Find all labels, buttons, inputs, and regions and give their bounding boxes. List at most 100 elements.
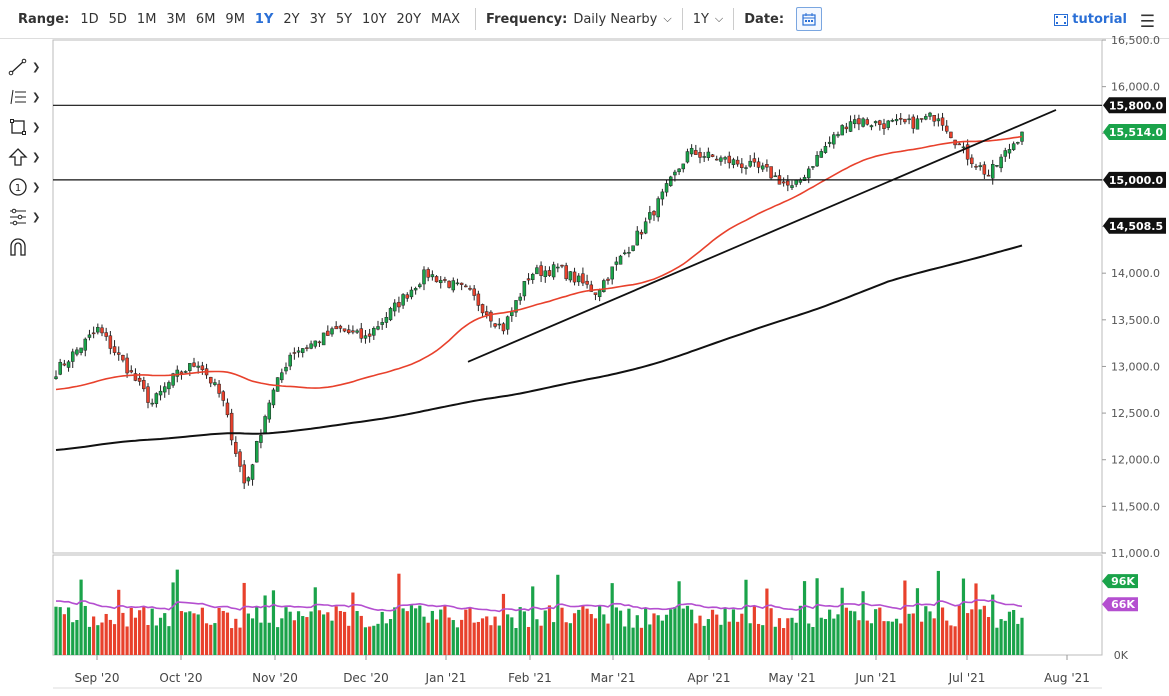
candle-body — [639, 231, 644, 235]
counter-tool[interactable]: 1 ❯ — [8, 172, 48, 202]
frequency-dropdown[interactable]: Daily Nearby ⌵ — [573, 12, 671, 27]
volume-bar — [802, 581, 807, 655]
pattern-tool[interactable]: ❯ — [8, 202, 48, 232]
fib-tool[interactable]: ❯ — [8, 82, 48, 112]
candle-body — [802, 177, 807, 181]
candle-body — [727, 155, 732, 164]
candle-body — [840, 125, 844, 136]
candle-body — [907, 118, 911, 121]
volume-bar — [514, 628, 518, 655]
volume-bar — [460, 619, 464, 655]
volume-bar — [100, 622, 104, 655]
period-dropdown[interactable]: 1Y ⌵ — [693, 12, 724, 27]
drawing-tools: ❯ ❯ ❯ ❯ 1 ❯ ❯ — [8, 52, 48, 262]
divider — [733, 8, 735, 30]
volume-bar — [217, 607, 221, 655]
volume-bar — [606, 623, 610, 655]
expand-arrow-icon: ❯ — [32, 151, 41, 163]
candle-body — [702, 156, 706, 158]
volume-bar — [974, 583, 978, 655]
range-2y-button[interactable]: 2Y — [283, 11, 300, 27]
candle-body — [685, 151, 690, 163]
volume-bar — [58, 607, 62, 655]
candle-body — [681, 163, 686, 170]
volume-bar — [455, 627, 460, 655]
candle-body — [359, 328, 364, 339]
volume-bar — [1012, 609, 1016, 655]
volume-bar — [426, 622, 430, 655]
volume-bar — [75, 619, 79, 655]
candle-body — [982, 164, 987, 175]
range-10y-button[interactable]: 10Y — [362, 11, 387, 27]
candle-body — [451, 280, 456, 291]
candle-body — [317, 341, 322, 344]
range-1m-button[interactable]: 1M — [136, 11, 157, 27]
volume-bar — [635, 615, 639, 655]
candle-body — [121, 354, 125, 361]
frequency-value: Daily Nearby — [573, 11, 658, 27]
candle-body — [418, 284, 422, 288]
volume-bar — [330, 620, 334, 655]
range-9m-button[interactable]: 9M — [225, 11, 245, 27]
volume-bar — [928, 611, 932, 655]
tutorial-link[interactable]: tutorial — [1054, 12, 1127, 27]
candle-body — [75, 349, 79, 355]
volume-bar — [405, 611, 409, 655]
calendar-button[interactable] — [796, 7, 823, 31]
volume-bar — [598, 605, 602, 655]
volume-bar — [121, 612, 125, 655]
range-5d-button[interactable]: 5D — [108, 11, 127, 27]
range-3m-button[interactable]: 3M — [166, 11, 186, 27]
volume-bar — [225, 612, 230, 655]
menu-icon[interactable]: ☰ — [1139, 12, 1155, 32]
candle-body — [915, 118, 920, 130]
arrow-tool[interactable]: ❯ — [8, 142, 48, 172]
volume-bar — [451, 620, 455, 655]
price-tag-bg — [1103, 97, 1166, 114]
candle-body — [246, 477, 251, 482]
volume-bar — [874, 609, 878, 655]
range-20y-button[interactable]: 20Y — [396, 11, 422, 27]
price-tags: 15,800.0 15,514.0 15,000.0 14,508.5 96K 66K — [1102, 97, 1166, 612]
volume-bar — [443, 605, 447, 655]
candle-body — [581, 273, 585, 284]
volume-bar — [79, 579, 83, 655]
volume-bar — [200, 607, 204, 655]
price-tag-label: 15,800.0 — [1109, 99, 1164, 112]
volume-bar — [861, 591, 865, 655]
volume-bar — [552, 622, 556, 655]
volume-bar — [669, 609, 673, 655]
volume-bar — [957, 605, 961, 655]
magnet-tool[interactable] — [8, 232, 48, 262]
range-6m-button[interactable]: 6M — [195, 11, 216, 27]
volume-bar — [610, 583, 614, 655]
volume-bar — [786, 618, 790, 655]
tutorial-label: tutorial — [1072, 12, 1127, 27]
trend-line — [467, 109, 1057, 363]
volume-bar — [493, 616, 497, 655]
volume-bar — [133, 617, 138, 655]
divider — [475, 8, 477, 30]
range-1d-button[interactable]: 1D — [80, 11, 99, 27]
range-1y-button[interactable]: 1Y — [254, 11, 274, 27]
shape-tool[interactable]: ❯ — [8, 112, 48, 142]
candle-body — [430, 274, 435, 278]
candle-body — [857, 118, 861, 125]
line-tool[interactable]: ❯ — [8, 52, 48, 82]
volume-bar — [690, 609, 694, 655]
volume-bar — [593, 618, 598, 655]
volume-bar — [681, 608, 685, 655]
range-3y-button[interactable]: 3Y — [309, 11, 326, 27]
candle-body — [643, 221, 648, 234]
volume-bar — [936, 570, 940, 655]
range-5y-button[interactable]: 5Y — [335, 11, 353, 27]
candle-body — [710, 154, 715, 157]
range-max-button[interactable]: MAX — [431, 11, 461, 27]
volume-bar — [1020, 617, 1024, 655]
volume-bar — [907, 613, 911, 655]
volume-bar — [83, 605, 87, 655]
volume-bar — [966, 613, 970, 655]
candle-body — [547, 270, 552, 276]
candle-body — [890, 120, 895, 122]
